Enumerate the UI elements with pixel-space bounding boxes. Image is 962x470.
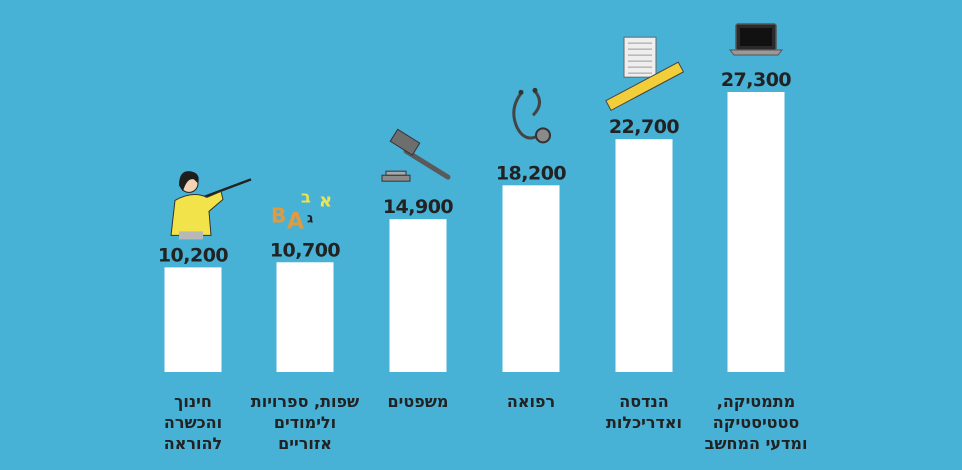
value-labels-group: 10,200 10,700 14,900 18,200 22,700 27,300 <box>158 69 792 266</box>
svg-text:א: א <box>319 190 332 211</box>
gavel-icon <box>381 128 451 182</box>
bars-group <box>164 92 785 372</box>
category-line: ולימודים <box>274 413 336 432</box>
svg-text:B: B <box>271 203 286 227</box>
value-label-1: 10,200 <box>158 244 229 266</box>
value-label-6: 27,300 <box>721 69 792 91</box>
svg-text:ב: ב <box>301 187 311 206</box>
category-label-6: מתמטיקה, סטטיסטיקה ומדעי המחשב <box>705 392 808 453</box>
laptop-icon <box>728 23 784 56</box>
category-line: להוראה <box>164 434 222 453</box>
category-line: משפטים <box>388 392 449 411</box>
value-label-5: 22,700 <box>609 116 680 138</box>
category-label-2: שפות, ספרויות ולימודים אזוריים <box>251 392 359 453</box>
category-line: ומדעי המחשב <box>705 434 808 453</box>
value-label-4: 18,200 <box>496 162 567 184</box>
bar-6 <box>727 92 785 372</box>
category-line: מתמטיקה, <box>717 392 796 411</box>
category-line: סטטיסטיקה <box>713 413 800 432</box>
ruler-blueprint-icon <box>605 36 685 112</box>
category-label-3: משפטים <box>388 392 449 411</box>
svg-text:A: A <box>287 209 304 234</box>
teacher-icon <box>170 171 252 240</box>
value-label-3: 14,900 <box>383 196 454 218</box>
category-line: שפות, ספרויות <box>251 392 359 411</box>
category-line: ואדריכלות <box>606 413 682 432</box>
svg-text:ג: ג <box>307 210 313 226</box>
category-line: רפואה <box>507 392 555 411</box>
value-label-2: 10,700 <box>270 239 341 261</box>
category-label-5: הנדסה ואדריכלות <box>606 392 682 432</box>
bar-3 <box>389 219 447 372</box>
bar-5 <box>615 139 673 372</box>
bar-4 <box>502 185 560 372</box>
category-line: הנדסה <box>619 392 669 411</box>
category-label-4: רפואה <box>507 392 555 411</box>
category-line: אזוריים <box>278 434 332 453</box>
category-label-1: חינוך והכשרה להוראה <box>164 392 222 453</box>
stethoscope-icon <box>512 87 551 144</box>
bar-1 <box>164 267 222 372</box>
category-line: והכשרה <box>164 413 222 432</box>
category-labels-group: חינוך והכשרה להוראה שפות, ספרויות ולימודים אז… <box>164 392 808 453</box>
category-line: חינוך <box>174 392 212 411</box>
bar-2 <box>276 262 334 372</box>
